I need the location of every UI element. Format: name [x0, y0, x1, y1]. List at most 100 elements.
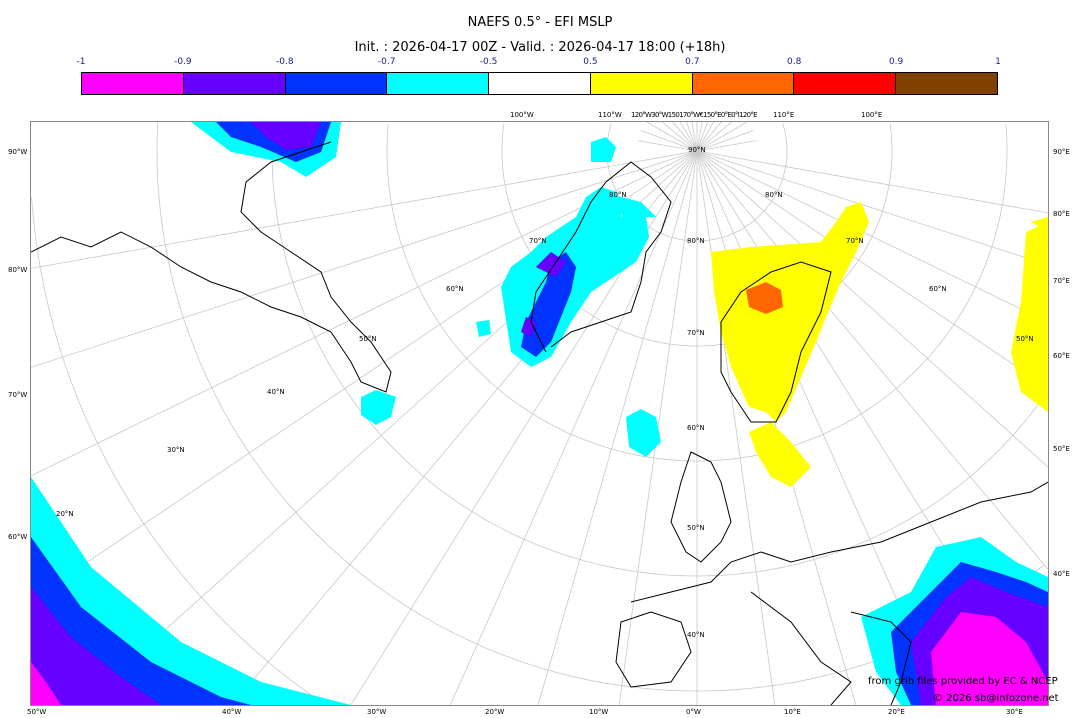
left-axis-label: 60°W: [8, 533, 28, 541]
colorbar-swatch: [896, 73, 998, 94]
efi-area-pos05: [711, 202, 869, 422]
left-axis-label: 90°W: [8, 148, 28, 156]
meridian-line: [696, 140, 757, 152]
meridian-line: [696, 122, 732, 152]
left-axis-label: 80°W: [8, 266, 28, 274]
colorbar-swatch: [285, 73, 388, 94]
efi-area-pos05: [749, 422, 811, 487]
meridian-line: [696, 150, 1048, 468]
colorbar-swatch: [794, 73, 897, 94]
efi-field: [31, 122, 1048, 705]
latitude-circle: [501, 123, 893, 347]
colorbar-swatch: [82, 73, 184, 94]
map-title: NAEFS 0.5° - EFI MSLP: [467, 15, 613, 30]
efi-area-pos05: [1031, 217, 1048, 232]
meridian-line: [640, 130, 698, 152]
bottom-axis-label: 40°W: [222, 708, 242, 716]
efi-area-neg07: [591, 137, 616, 162]
efi-area-pos07: [746, 282, 783, 314]
right-axis-label: 50°E: [1053, 445, 1070, 453]
right-axis-label: 80°E: [1053, 210, 1070, 218]
coastline-europe: [630, 481, 1048, 603]
colorbar-tick-label: 1: [995, 57, 1001, 67]
colorbar-swatch: [387, 73, 490, 94]
colorbar-tick-label: 0.8: [787, 57, 802, 67]
right-axis-label: 70°E: [1053, 277, 1070, 285]
top-axis-label: 100°W: [510, 111, 534, 119]
efi-area-neg1: [31, 662, 61, 705]
left-axis-label: 70°W: [8, 391, 28, 399]
meridian-line: [696, 150, 1048, 214]
colorbar: [81, 72, 998, 95]
meridian-line: [449, 150, 698, 705]
colorbar-tick-label: -0.8: [275, 57, 294, 67]
meridian-line: [672, 122, 698, 152]
bottom-axis-label: 20°W: [485, 708, 505, 716]
efi-area-neg08: [521, 252, 576, 357]
meridian-line: [696, 122, 708, 152]
bottom-axis-label: 10°E: [784, 708, 801, 716]
meridian-line: [691, 122, 698, 152]
coastline-greenland: [530, 161, 672, 353]
map-svg: [31, 122, 1048, 705]
meridian-line: [31, 150, 698, 368]
latitude-circle: [271, 128, 1046, 577]
latitude-label: 80°N: [687, 237, 705, 245]
colorbar-tick-label: 0.7: [685, 57, 700, 67]
map-panel: [30, 121, 1049, 706]
bottom-axis-label: 50°W: [27, 708, 47, 716]
colorbar-swatch: [183, 73, 286, 94]
efi-area-pos05: [1011, 222, 1048, 412]
coastline-north-america: [31, 141, 392, 393]
latitude-label: 40°N: [267, 388, 285, 396]
right-axis-label: 40°E: [1053, 570, 1070, 578]
latitude-label: 70°N: [529, 237, 547, 245]
bottom-axis-label: 30°E: [1006, 708, 1023, 716]
efi-area-neg07: [586, 192, 656, 217]
meridian-line: [696, 150, 1048, 570]
bottom-axis-label: 30°W: [367, 708, 387, 716]
meridian-line: [679, 122, 698, 152]
efi-area-neg1: [931, 612, 1048, 705]
meridian-line: [31, 150, 698, 269]
colorbar-swatch: [489, 73, 591, 94]
meridian-line: [696, 122, 748, 152]
latitude-label: 30°N: [167, 446, 185, 454]
meridian-line: [686, 122, 698, 152]
meridian-line: [696, 130, 754, 152]
latitude-label: 70°N: [687, 329, 705, 337]
coastline-balkans: [850, 611, 912, 705]
map-subtitle: Init. : 2026-04-17 00Z - Valid. : 2026-0…: [354, 40, 726, 55]
colorbar-tick-label: -0.5: [479, 57, 498, 67]
coastline-scandinavia: [720, 261, 832, 423]
latitude-label: 60°N: [929, 285, 947, 293]
meridian-line: [537, 150, 698, 705]
latitude-circle: [156, 122, 1045, 692]
top-axis-label: 120°W30°W150170°W€150°E0°E0°I120°E: [631, 111, 758, 119]
latitude-label: 90°N: [688, 146, 706, 154]
latitude-circle: [386, 123, 1008, 462]
latitude-circle: [606, 123, 788, 242]
right-axis-label: 90°E: [1053, 148, 1070, 156]
colorbar-tick-label: -0.7: [377, 57, 396, 67]
meridian-line: [646, 122, 698, 152]
latitude-circle: [31, 197, 325, 705]
meridian-line: [696, 150, 776, 705]
colorbar-tick-label: 0.9: [888, 57, 904, 67]
colorbar-tick-label: -0.9: [174, 57, 192, 67]
latitude-label: 50°N: [359, 335, 377, 343]
colorbar-swatch: [590, 73, 693, 94]
meridian-line: [696, 122, 715, 152]
latitude-label: 40°N: [687, 631, 705, 639]
bottom-axis-label: 0°W: [686, 708, 701, 716]
latitude-label: 60°N: [446, 285, 464, 293]
coastline-italy: [750, 591, 852, 705]
efi-area-neg07: [476, 320, 491, 337]
efi-area-neg09: [521, 317, 536, 337]
latitude-label: 70°N: [846, 237, 864, 245]
bottom-axis-label: 10°W: [589, 708, 609, 716]
colorbar-tick-label: -1: [76, 57, 86, 67]
latitude-label: 50°N: [687, 524, 705, 532]
latitude-label: 50°N: [1016, 335, 1034, 343]
latitude-label: 60°N: [687, 424, 705, 432]
